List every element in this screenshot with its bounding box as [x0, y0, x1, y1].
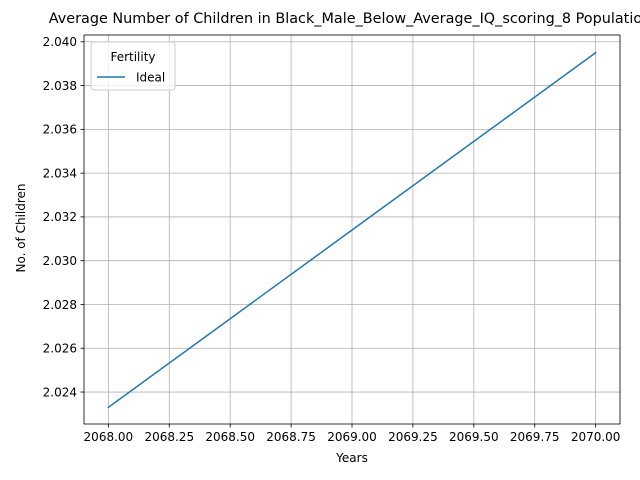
- x-tick-label: 2069.25: [388, 430, 438, 444]
- y-axis-label: No. of Children: [14, 183, 28, 272]
- x-tick-label: 2068.75: [266, 430, 316, 444]
- chart-title: Average Number of Children in Black_Male…: [49, 11, 640, 27]
- x-axis-label: Years: [335, 451, 368, 465]
- y-tick-label: 2.038: [43, 79, 77, 93]
- x-tick-label: 2069.50: [449, 430, 499, 444]
- y-tick-label: 2.028: [43, 298, 77, 312]
- series-line-ideal: [107, 51, 597, 409]
- x-tick-label: 2068.25: [144, 430, 194, 444]
- x-tick-label: 2069.75: [510, 430, 560, 444]
- x-tick-label: 2069.00: [327, 430, 377, 444]
- y-tick-label: 2.026: [43, 342, 77, 356]
- y-tick-label: 2.036: [43, 123, 77, 137]
- plot-area: 2068.00 2068.25 2068.50 2068.75 2069.00 2069.…: [43, 34, 621, 444]
- y-tick-label: 2.024: [43, 385, 77, 399]
- x-tick-label: 2068.00: [84, 430, 134, 444]
- y-tick-label: 2.040: [43, 35, 77, 49]
- y-tick-label: 2.032: [43, 210, 77, 224]
- legend-box: [90, 41, 176, 91]
- legend-entry-label: Ideal: [136, 70, 165, 84]
- legend-title: Fertility: [110, 50, 155, 64]
- y-tick-label: 2.034: [43, 166, 77, 180]
- y-tick-label: 2.030: [43, 254, 77, 268]
- x-tick-label: 2068.50: [205, 430, 255, 444]
- x-tick-label: 2070.00: [571, 430, 621, 444]
- legend: Fertility Ideal: [90, 41, 176, 91]
